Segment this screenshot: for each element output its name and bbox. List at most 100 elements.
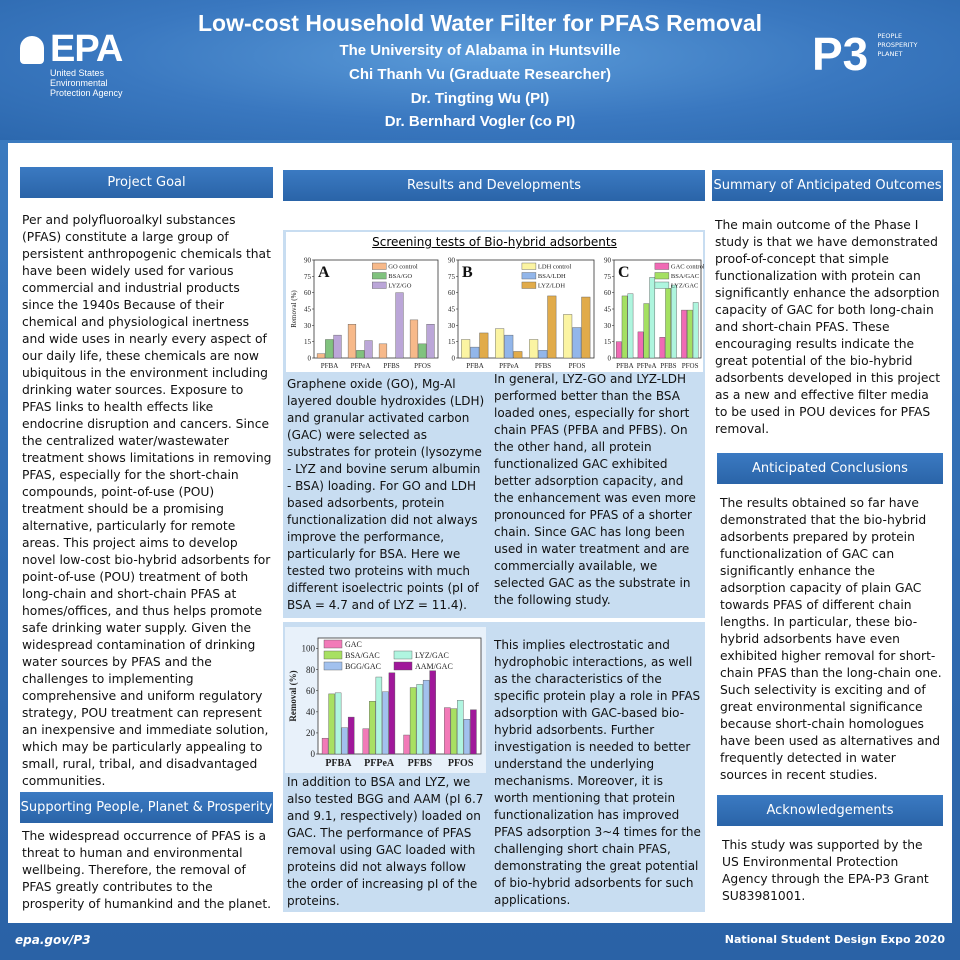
y-tick-label: 30 bbox=[604, 322, 612, 330]
bar-gac bbox=[403, 734, 410, 755]
bar-ldh-control bbox=[563, 314, 573, 359]
bar-lyz-gac bbox=[375, 676, 383, 755]
legend-swatch bbox=[323, 650, 343, 660]
bar-go-control bbox=[347, 324, 357, 359]
x-tick-label: PFOS bbox=[682, 362, 699, 370]
x-tick-label: PFPeA bbox=[637, 362, 657, 370]
bar-bsa-gac bbox=[687, 309, 693, 359]
legend-label: LYZ/GAC bbox=[671, 283, 699, 290]
x-tick-label: PFOS bbox=[414, 362, 431, 370]
bar-bsa-gac bbox=[450, 708, 458, 755]
bar-bsa-gac bbox=[409, 687, 417, 755]
bar-bsa-go bbox=[418, 343, 427, 359]
screening-text-left: Graphene oxide (GO), Mg-Al layered doubl… bbox=[287, 377, 485, 612]
y-tick-label: 60 bbox=[604, 289, 612, 297]
legend-label: BSA/GAC bbox=[345, 651, 380, 660]
legend-label: AAM/GAC bbox=[415, 662, 453, 671]
bar-lyz-go bbox=[333, 334, 342, 359]
bar-lyz-ldh bbox=[547, 295, 557, 359]
conclusions-heading: Anticipated Conclusions bbox=[717, 453, 943, 484]
legend-label: LDH control bbox=[538, 264, 572, 271]
bar-lyz-gac bbox=[627, 293, 634, 359]
legend-label: GAC control bbox=[671, 264, 704, 271]
poster-title: Low-cost Household Water Filter for PFAS… bbox=[198, 10, 762, 36]
bar-gac bbox=[444, 707, 451, 755]
institution: The University of Alabama in Huntsville bbox=[339, 42, 621, 59]
screening-title: Screening tests of Bio-hybrid adsorbents bbox=[372, 235, 617, 249]
gac-text-right: This implies electrostatic and hydrophob… bbox=[494, 638, 701, 907]
bar-bsa-gac bbox=[665, 288, 671, 359]
screening-text-right: In general, LYZ-GO and LYZ-LDH performed… bbox=[494, 372, 696, 607]
bar-bsa-go bbox=[356, 350, 365, 359]
acknowledgements-text: This study was supported by the US Envir… bbox=[722, 838, 929, 903]
x-tick-label: PFOS bbox=[569, 362, 586, 370]
author-1: Chi Thanh Vu (Graduate Researcher) bbox=[348, 66, 611, 83]
author-2: Dr. Tingting Wu (PI) bbox=[410, 90, 550, 107]
legend-swatch bbox=[521, 281, 537, 289]
y-tick-label: 90 bbox=[604, 256, 612, 264]
y-tick-label: 80 bbox=[306, 665, 316, 675]
y-tick-label: 0 bbox=[311, 749, 316, 759]
y-tick-label: 90 bbox=[304, 256, 312, 264]
y-tick-label: 75 bbox=[448, 273, 456, 281]
poster-header: Low-cost Household Water Filter for PFAS… bbox=[0, 0, 960, 140]
x-tick-label: PFBS bbox=[383, 362, 399, 370]
legend-swatch bbox=[323, 661, 343, 671]
bar-gac bbox=[362, 728, 370, 755]
bar-go-control bbox=[378, 343, 388, 359]
bar-bsa-go bbox=[325, 339, 334, 359]
legend-label: GAC bbox=[345, 640, 362, 649]
legend-swatch bbox=[372, 272, 387, 280]
gac-text-left: In addition to BSA and LYZ, we also test… bbox=[287, 775, 484, 908]
x-tick-label: PFBA bbox=[321, 362, 339, 370]
y-tick-label: 15 bbox=[304, 338, 312, 346]
x-tick-label: PFPeA bbox=[499, 362, 519, 370]
bar-lyz-gac bbox=[671, 284, 677, 359]
epa-p3-link[interactable]: epa.gov/P3 bbox=[15, 933, 91, 947]
results-heading: Results and Developments bbox=[283, 170, 705, 201]
legend-swatch bbox=[393, 661, 413, 671]
bar-lyz-ldh bbox=[479, 332, 489, 359]
bar-aam-gac bbox=[470, 709, 477, 755]
bar-go-control bbox=[316, 353, 326, 359]
x-tick-label: PFPeA bbox=[351, 362, 371, 370]
bar-aam-gac bbox=[429, 670, 436, 755]
bar-lyz-go bbox=[426, 324, 435, 359]
bar-gac-control bbox=[681, 309, 687, 359]
bar-ldh-control bbox=[461, 339, 471, 359]
bar-bsa-gac bbox=[621, 295, 628, 359]
y-tick-label: 15 bbox=[604, 338, 612, 346]
y-axis-label: Removal (%) bbox=[288, 670, 298, 721]
bar-ldh-control bbox=[529, 339, 539, 359]
legend-label: LYZ/GAC bbox=[415, 651, 449, 660]
legend-label: BSA/LDH bbox=[538, 273, 566, 280]
legend-swatch bbox=[372, 281, 387, 289]
y-tick-label: 15 bbox=[448, 338, 456, 346]
project-goal-heading: Project Goal bbox=[20, 167, 273, 198]
p3-logo: P3 PEOPLE PROSPERITY PLANET bbox=[812, 28, 918, 80]
bar-gac-control bbox=[659, 337, 666, 359]
bar-ldh-control bbox=[495, 328, 505, 359]
bar-gac-control bbox=[615, 341, 622, 359]
bar-go-control bbox=[409, 319, 419, 359]
project-goal-text: Per and polyfluoroalkyl substances (PFAS… bbox=[22, 213, 272, 788]
summary-text: The main outcome of the Phase I study is… bbox=[715, 218, 941, 436]
bar-bsa-gac bbox=[643, 303, 650, 359]
chart-a: 0 15 30 45 60 75 90 Removal (%) PFBA PFPeA PFBS PFO… bbox=[290, 256, 439, 370]
bar-bsa-ldh bbox=[538, 350, 548, 359]
legend-label: GO control bbox=[388, 264, 418, 271]
panel-label: C bbox=[618, 264, 630, 281]
epa-logo: EPA United States Environmental Protecti… bbox=[18, 30, 123, 98]
chart-b: 0 15 30 45 60 75 90 PFBA PFPeA PFBS PFOS B LDH contr… bbox=[448, 256, 595, 370]
bar-bgg-gac bbox=[382, 691, 389, 755]
y-tick-label: 60 bbox=[304, 289, 312, 297]
bar-lyz-gac bbox=[457, 700, 464, 755]
bar-lyz-go bbox=[395, 292, 404, 359]
y-tick-label: 45 bbox=[448, 305, 456, 313]
y-tick-label: 0 bbox=[608, 354, 612, 362]
bar-lyz-ldh bbox=[581, 296, 591, 359]
x-tick-label: PFBA bbox=[325, 758, 352, 769]
y-tick-label: 30 bbox=[448, 322, 456, 330]
legend-label: LYZ/LDH bbox=[538, 283, 565, 290]
supporting-heading: Supporting People, Planet & Prosperity bbox=[20, 792, 273, 823]
